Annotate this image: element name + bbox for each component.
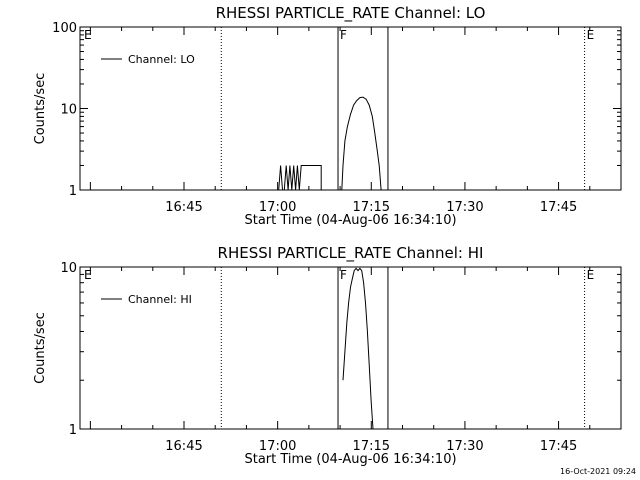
x-tick-label: 16:45 (165, 200, 202, 215)
legend-label: Channel: LO (128, 53, 195, 66)
x-tick-label: 17:45 (540, 439, 577, 454)
event-marker-label: F (340, 268, 347, 282)
y-tick-label: 10 (60, 261, 77, 276)
event-marker-label: F (340, 28, 347, 42)
chart-title: RHESSI PARTICLE_RATE Channel: LO (216, 4, 486, 23)
event-marker-label: E (587, 28, 595, 42)
x-tick-label: 17:15 (353, 439, 390, 454)
y-tick-label: 1 (69, 423, 77, 438)
x-axis-label: Start Time (04-Aug-06 16:34:10) (244, 213, 456, 228)
y-axis-label: Counts/sec (33, 73, 48, 145)
x-tick-label: 17:45 (540, 200, 577, 215)
series-line-segment-1 (342, 267, 374, 430)
plot-frame (79, 266, 622, 430)
x-tick-label: 17:00 (259, 439, 296, 454)
y-tick-label: 100 (52, 21, 77, 36)
chart-panel-2 (79, 266, 622, 430)
x-axis-label: Start Time (04-Aug-06 16:34:10) (244, 452, 456, 467)
y-axis-label: Counts/sec (33, 312, 48, 384)
plot-frame (79, 26, 622, 191)
footer-timestamp: 16-Oct-2021 09:24 (560, 467, 636, 476)
y-tick-label: 10 (60, 103, 77, 118)
event-marker-label: E (84, 268, 92, 282)
x-tick-label: 17:30 (446, 200, 483, 215)
x-tick-label: 16:45 (165, 439, 202, 454)
x-tick-label: 17:15 (353, 200, 390, 215)
chart-panel-1 (79, 26, 622, 191)
series-line-segment-2 (341, 96, 382, 191)
y-tick-label: 1 (69, 184, 77, 199)
chart-title: RHESSI PARTICLE_RATE Channel: HI (218, 244, 484, 263)
x-tick-label: 17:30 (446, 439, 483, 454)
legend-label: Channel: HI (128, 293, 192, 306)
series-line-segment-1 (278, 165, 326, 191)
event-marker-label: E (84, 28, 92, 42)
event-marker-label: E (587, 268, 595, 282)
x-tick-label: 17:00 (259, 200, 296, 215)
